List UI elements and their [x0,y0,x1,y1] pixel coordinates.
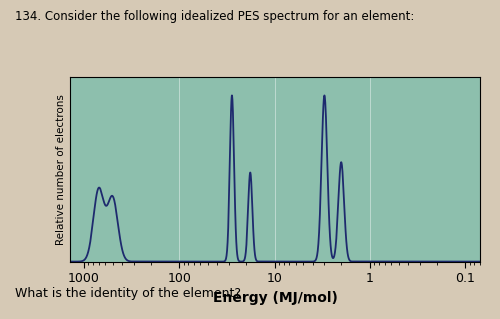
Text: 134. Consider the following idealized PES spectrum for an element:: 134. Consider the following idealized PE… [15,10,414,23]
Y-axis label: Relative number of electrons: Relative number of electrons [56,94,66,244]
Text: What is the identity of the element?: What is the identity of the element? [15,287,241,300]
X-axis label: Energy (MJ/mol): Energy (MJ/mol) [212,291,338,305]
